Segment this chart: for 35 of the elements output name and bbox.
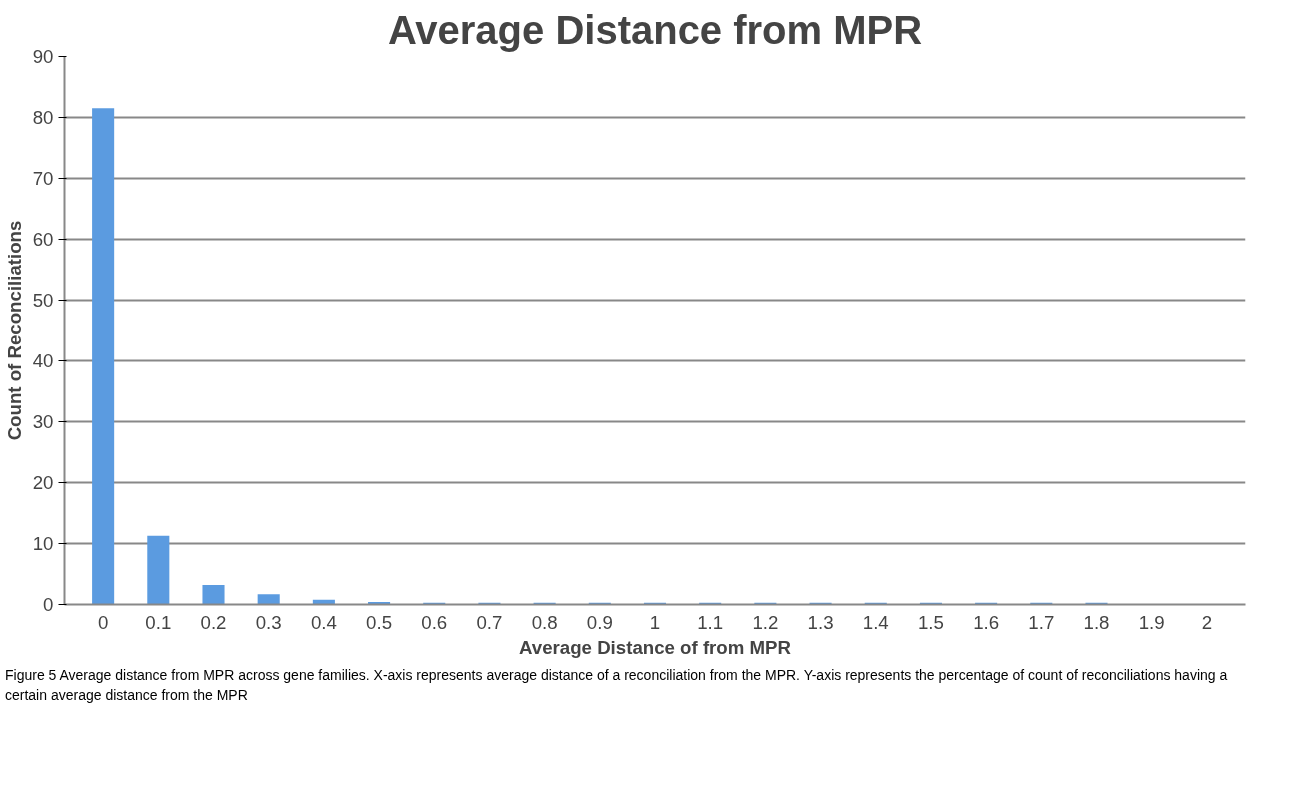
y-tick-label: 30 bbox=[32, 411, 54, 433]
y-tick-label: 50 bbox=[32, 289, 54, 311]
x-tick-label: 0.3 bbox=[255, 611, 282, 633]
x-tick-label: 1 bbox=[649, 611, 661, 633]
y-tick-label: 70 bbox=[32, 167, 54, 189]
x-tick-label: 1.2 bbox=[752, 611, 779, 633]
x-tick-label: 1.6 bbox=[973, 611, 1000, 633]
x-tick-label: 0.4 bbox=[310, 611, 337, 633]
x-tick-label: 1.1 bbox=[697, 611, 724, 633]
y-tick-label: 80 bbox=[32, 106, 54, 128]
x-tick-label: 1.5 bbox=[917, 611, 944, 633]
x-axis-title: Average Distance of from MPR bbox=[519, 636, 792, 658]
y-tick-label: 10 bbox=[32, 533, 54, 555]
x-tick-label: 0.1 bbox=[145, 611, 172, 633]
y-tick-label: 20 bbox=[32, 472, 54, 494]
y-tick-label: 0 bbox=[43, 594, 54, 615]
x-tick-label: 1.3 bbox=[807, 611, 834, 633]
y-tick-label: 60 bbox=[32, 228, 54, 250]
caption: Figure 5 Average distance from MPR across gene families. X-axis represents average distance of a reconciliation from the MPR. Y-axis represents the percentage of count of reconciliations having a certain average distance from the MPR bbox=[5, 666, 1229, 705]
y-tick-label: 90 bbox=[32, 46, 54, 67]
x-tick-label: 0 bbox=[97, 611, 109, 633]
x-tick-label: 1.4 bbox=[862, 611, 889, 633]
x-tick-label: 0.5 bbox=[366, 611, 393, 633]
x-tick-label: 1.9 bbox=[1138, 611, 1165, 633]
x-tick-label: 0.2 bbox=[200, 611, 227, 633]
chart-title: Average Distance from MPR bbox=[387, 7, 923, 52]
y-axis-title: Count of Reconciliations bbox=[3, 220, 25, 441]
x-tick-label: 1.7 bbox=[1028, 611, 1055, 633]
x-tick-label: 1.8 bbox=[1083, 611, 1110, 633]
x-tick-label: 0.9 bbox=[586, 611, 613, 633]
x-tick-label: 2 bbox=[1201, 611, 1213, 633]
x-tick-label: 0.6 bbox=[421, 611, 448, 633]
x-tick-label: 0.7 bbox=[476, 611, 503, 633]
y-tick-label: 40 bbox=[32, 350, 54, 372]
x-tick-label: 0.8 bbox=[531, 611, 558, 633]
